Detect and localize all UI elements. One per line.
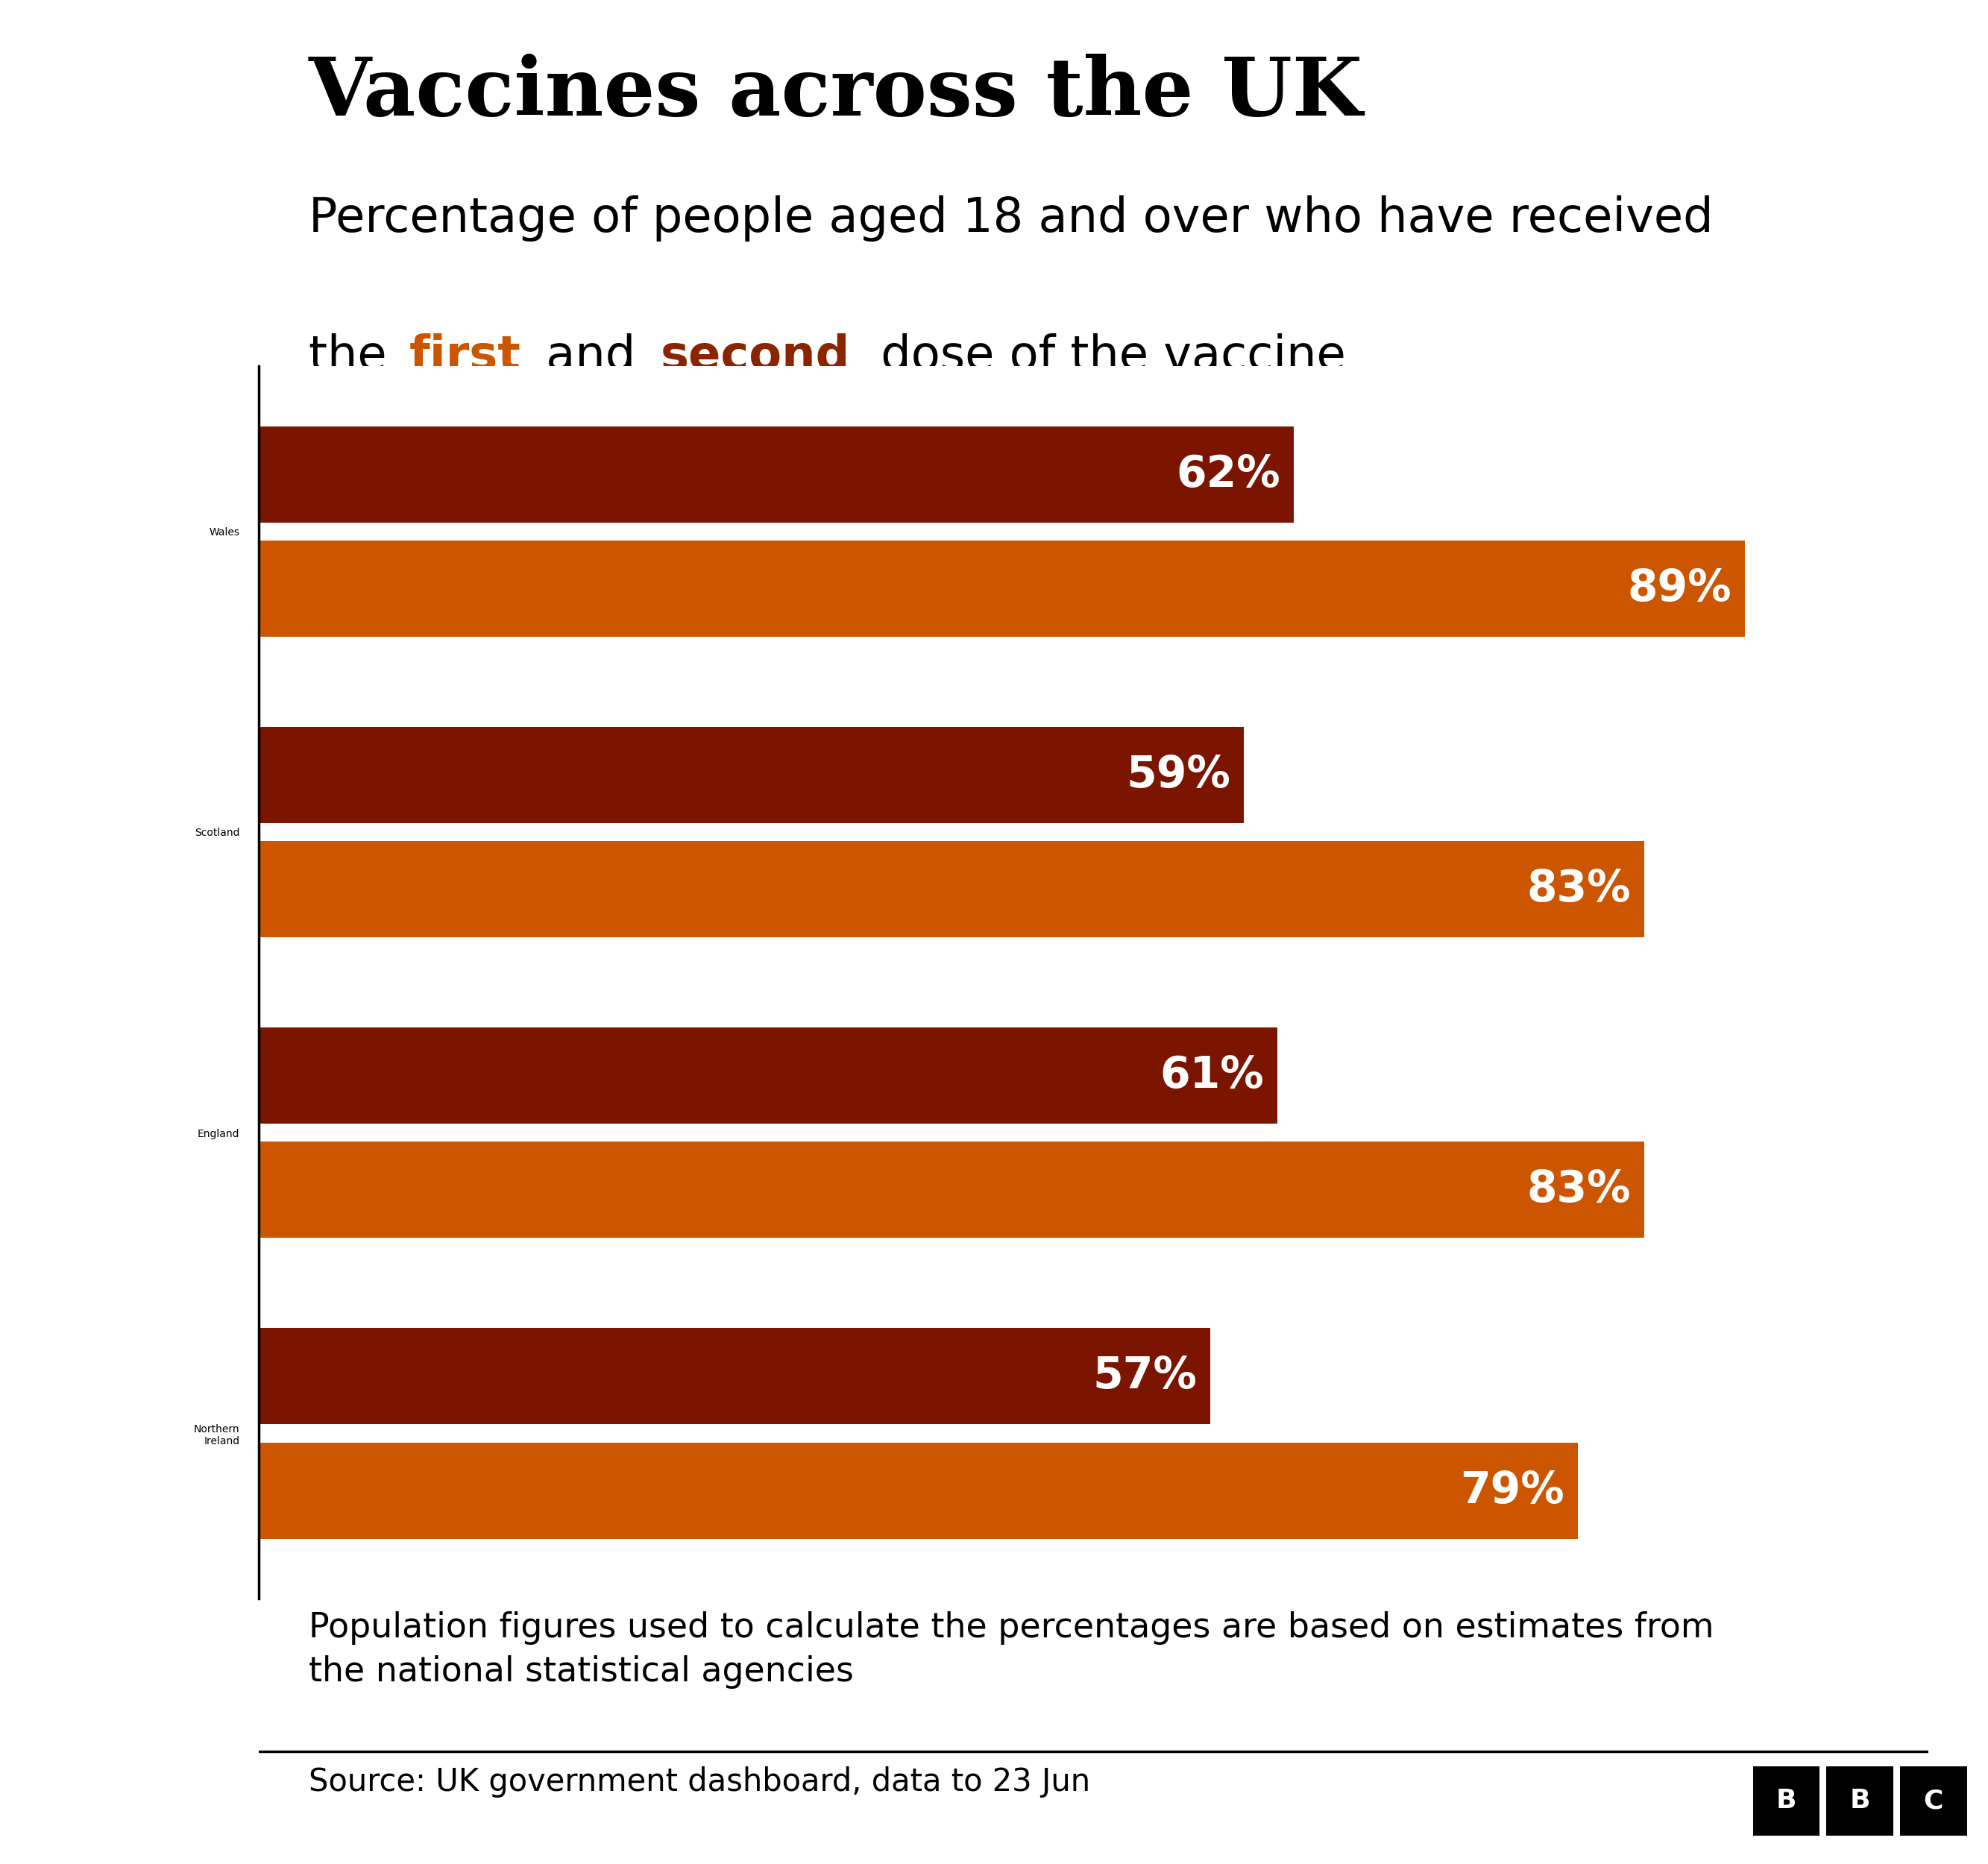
Text: 61%: 61% <box>1159 1055 1264 1096</box>
Text: 89%: 89% <box>1628 567 1732 610</box>
Bar <box>258 541 1745 637</box>
Text: B: B <box>1849 1788 1871 1814</box>
FancyBboxPatch shape <box>1901 1767 1966 1836</box>
Text: 59%: 59% <box>1125 753 1231 796</box>
Text: first: first <box>410 334 521 380</box>
Bar <box>258 1329 1211 1424</box>
Text: Population figures used to calculate the percentages are based on estimates from: Population figures used to calculate the… <box>308 1610 1714 1689</box>
Bar <box>258 1143 1644 1238</box>
FancyBboxPatch shape <box>1753 1767 1819 1836</box>
Text: dose of the vaccine: dose of the vaccine <box>867 334 1346 380</box>
Text: Percentage of people aged 18 and over who have received: Percentage of people aged 18 and over wh… <box>308 196 1714 240</box>
Bar <box>258 427 1294 522</box>
Text: 62%: 62% <box>1177 453 1280 496</box>
Text: 83%: 83% <box>1527 869 1630 910</box>
Bar <box>258 1027 1276 1124</box>
Bar <box>258 1443 1578 1538</box>
Bar <box>258 727 1244 824</box>
Text: and: and <box>531 334 650 380</box>
Text: 79%: 79% <box>1459 1469 1565 1512</box>
Text: 57%: 57% <box>1093 1355 1197 1398</box>
Text: the: the <box>308 334 402 380</box>
Bar <box>258 841 1644 938</box>
Text: C: C <box>1924 1788 1942 1814</box>
Text: Vaccines across the UK: Vaccines across the UK <box>308 54 1364 132</box>
Text: Source: UK government dashboard, data to 23 Jun: Source: UK government dashboard, data to… <box>308 1767 1089 1797</box>
Text: 83%: 83% <box>1527 1169 1630 1212</box>
Text: second: second <box>660 334 851 380</box>
Text: B: B <box>1775 1788 1797 1814</box>
FancyBboxPatch shape <box>1827 1767 1893 1836</box>
